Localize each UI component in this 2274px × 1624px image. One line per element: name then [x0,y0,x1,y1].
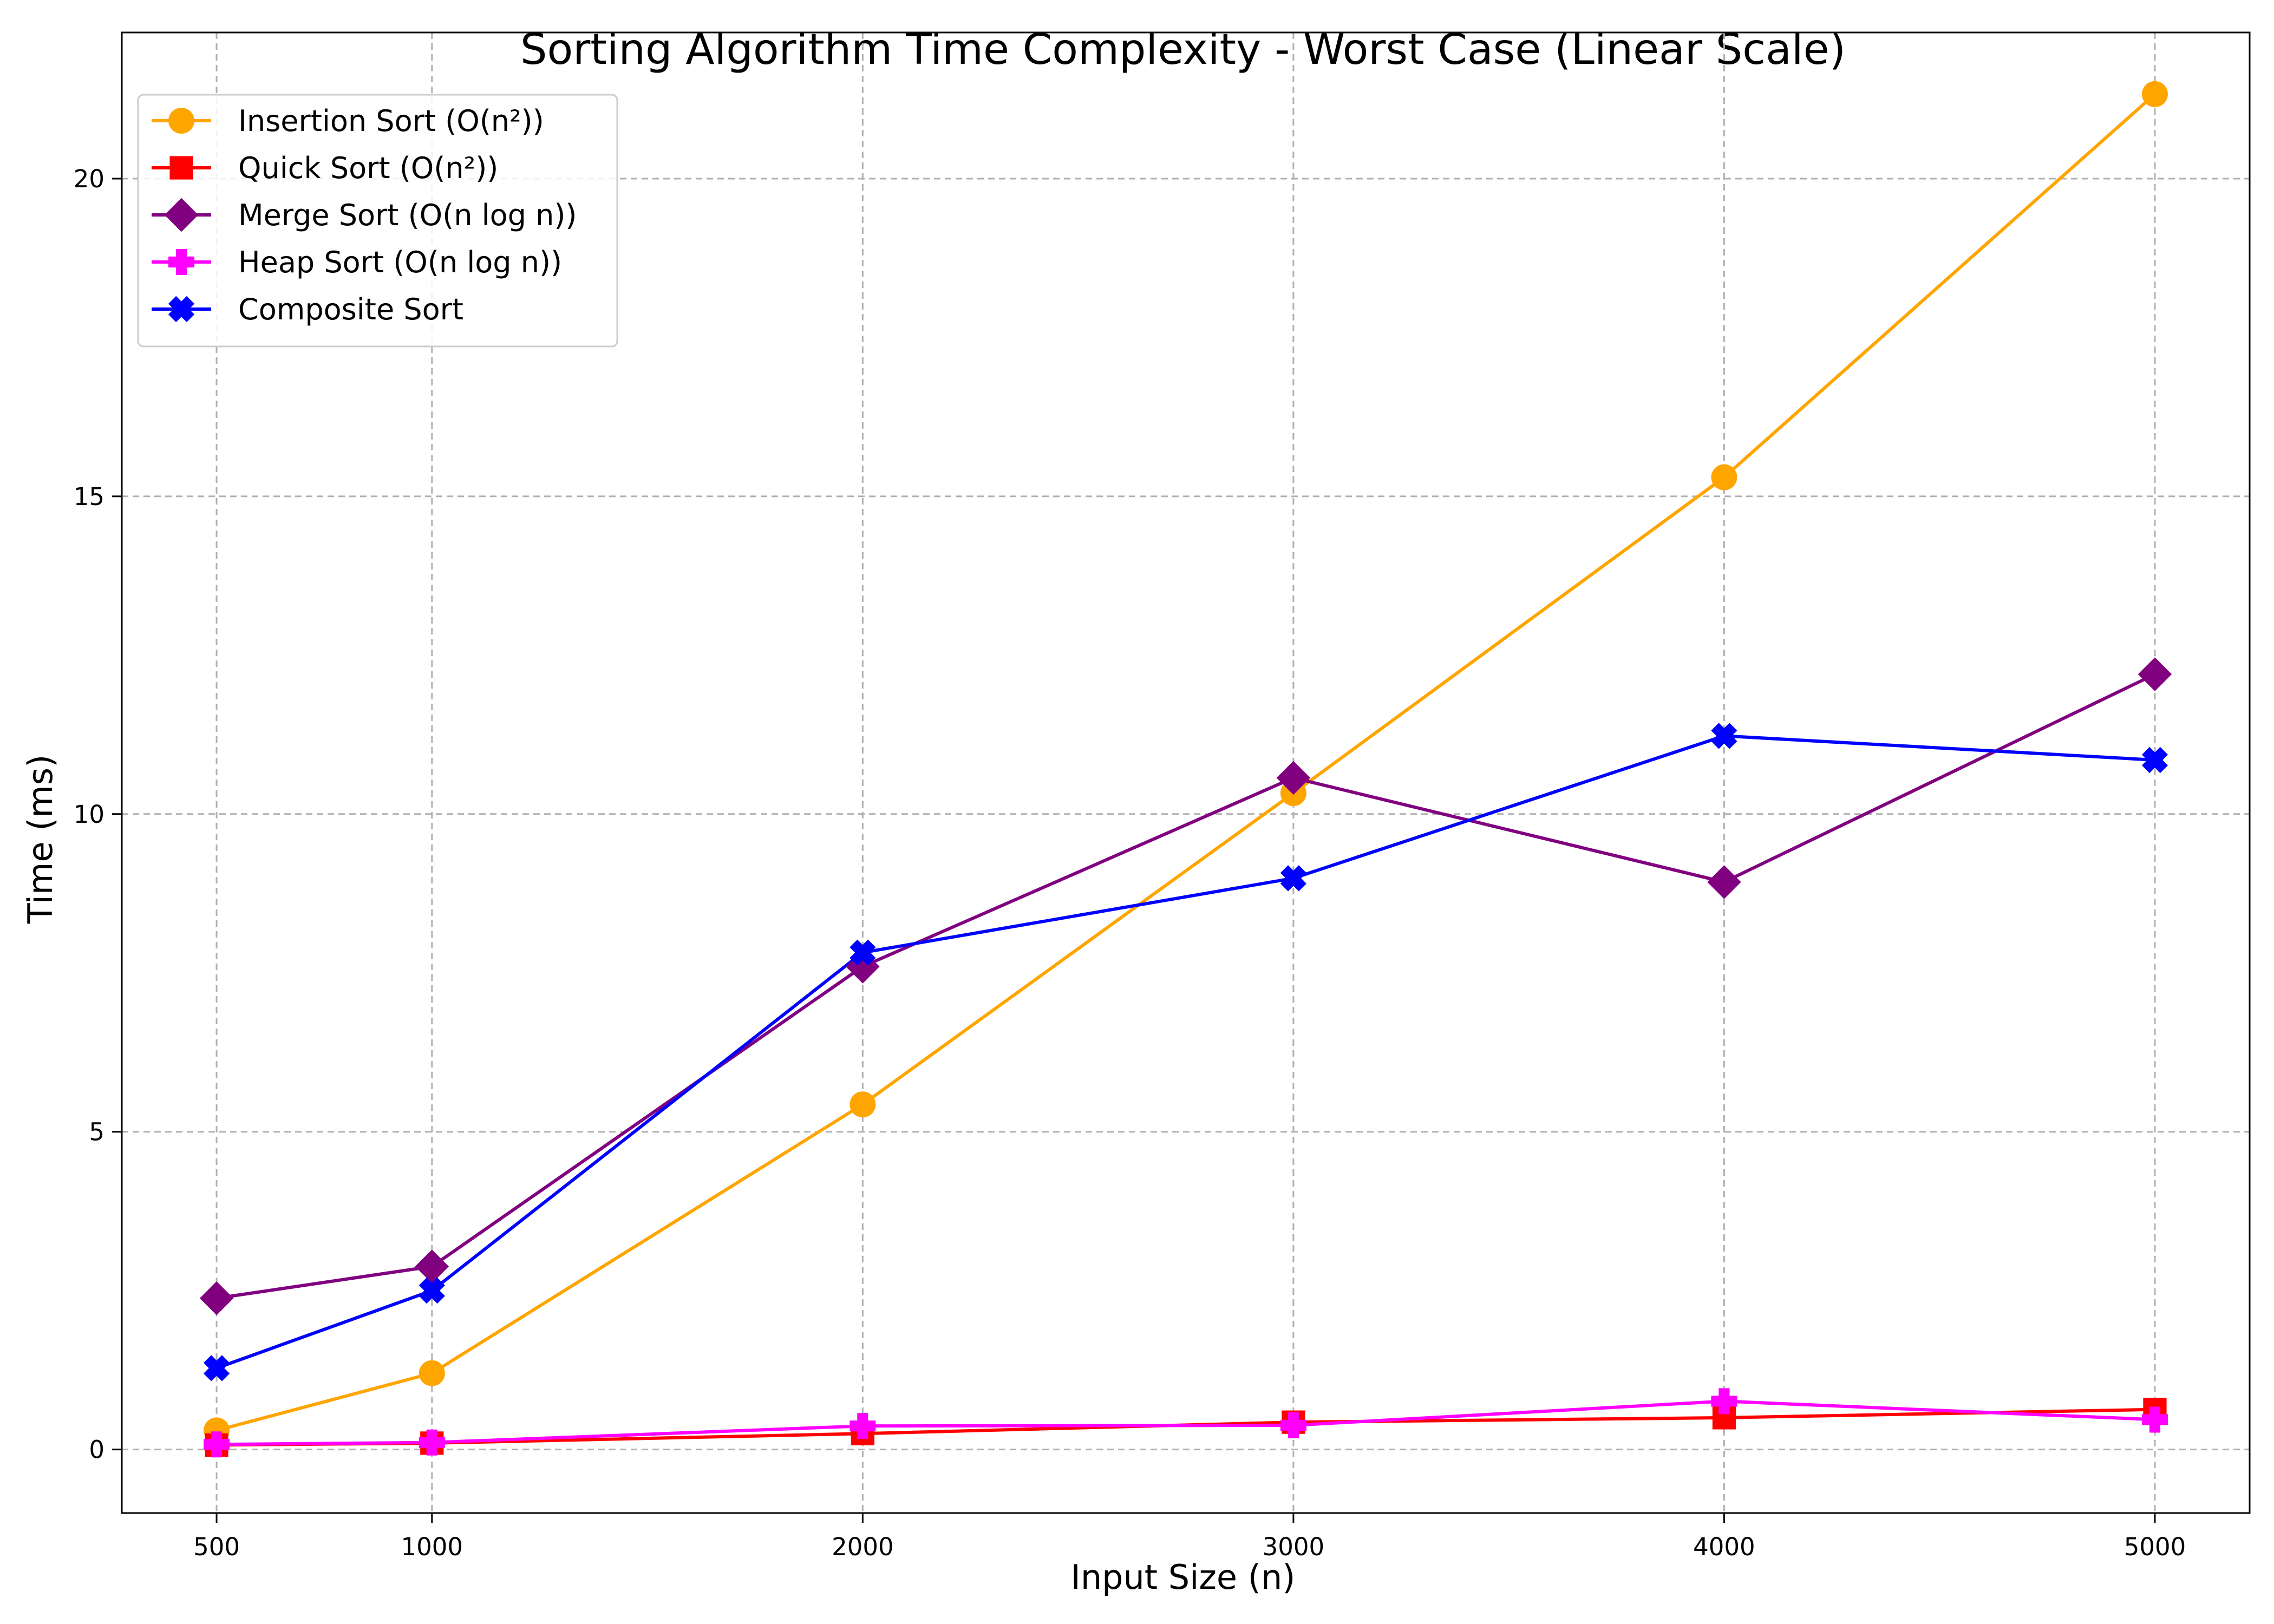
legend-marker [168,296,195,323]
data-point-marker [2141,746,2168,774]
data-point-marker [850,1413,876,1439]
data-point-marker [1280,1412,1306,1439]
y-axis-label: Time (ms) [21,755,60,925]
data-point-marker [419,1429,445,1456]
data-point-marker [1707,865,1741,899]
plot-area [121,31,2251,1514]
x-axis-label: Input Size (n) [1071,1557,1296,1597]
y-tick-label: 10 [74,800,104,829]
series-line-5 [216,734,2155,1370]
legend-marker [168,108,194,134]
legend-label: Insertion Sort (O(n²)) [238,104,544,138]
data-point-marker [850,939,876,966]
data-point-marker [415,1249,449,1284]
data-point-marker [1711,464,1737,490]
data-point-marker [2141,1406,2168,1433]
data-point-marker [850,1091,876,1118]
grid-lines [122,32,2250,1513]
data-point-marker [203,1355,230,1381]
series-line-4 [216,1399,2155,1446]
legend-marker [164,198,199,232]
legend-label: Composite Sort [238,292,463,326]
series-line-3 [216,672,2156,1300]
data-point-marker [419,1360,445,1386]
legend-label: Quick Sort (O(n²)) [238,151,498,185]
legend-marker [169,156,193,180]
x-tick-label: 2000 [832,1533,894,1561]
x-tick-label: 3000 [1263,1533,1325,1561]
data-point-marker [1280,865,1306,892]
data-point-marker [1276,761,1311,795]
data-point-marker [204,1431,230,1458]
legend-label: Heap Sort (O(n log n)) [238,245,562,279]
x-tick-label: 500 [193,1533,240,1561]
legend-box [137,94,618,348]
data-point-marker [199,1281,234,1315]
data-point-marker [419,1278,445,1304]
legend-marker [168,249,194,275]
y-tick-label: 20 [74,165,104,193]
y-axis-ticks: 0 5 10 15 20 [74,165,122,1464]
x-tick-label: 4000 [1693,1533,1755,1561]
plot-frame [121,31,2251,1514]
chart-title: Sorting Algorithm Time Complexity - Wors… [520,25,1846,74]
y-tick-label: 15 [74,482,104,511]
data-point-marker [2138,657,2172,691]
y-tick-label: 5 [89,1118,104,1147]
y-tick-label: 0 [89,1436,104,1464]
data-point-marker [1711,1388,1737,1415]
series-line-1 [216,93,2156,1432]
x-tick-label: 1000 [401,1533,463,1561]
legend-label: Merge Sort (O(n log n)) [238,198,577,232]
x-axis-ticks: 500 1000 2000 3000 4000 5000 [193,1513,2186,1561]
series-lines [216,93,2156,1447]
series-markers [199,81,2172,1458]
legend: Insertion Sort (O(n²)) Quick Sort (O(n²))… [137,94,618,348]
data-point-marker [1711,723,1737,749]
x-tick-label: 5000 [2124,1533,2186,1561]
data-point-marker [2141,81,2168,107]
